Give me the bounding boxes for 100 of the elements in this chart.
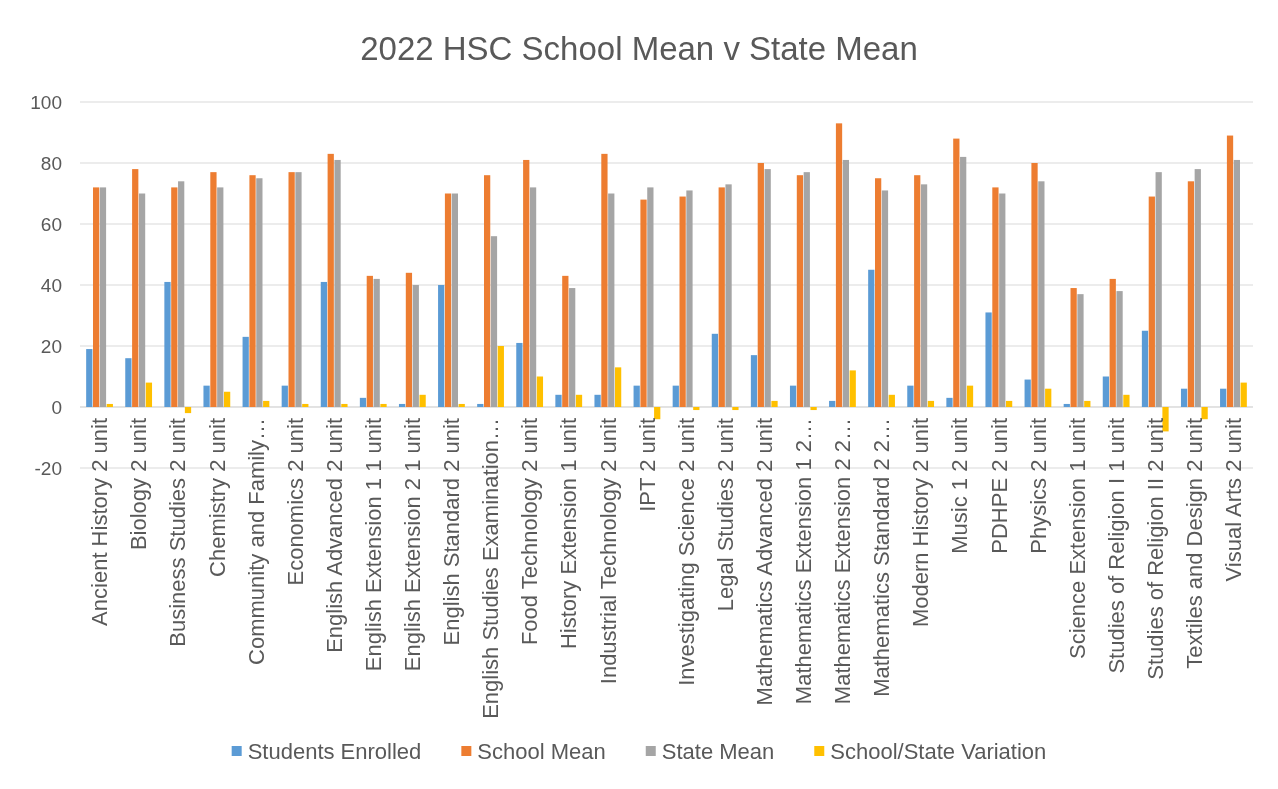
bar (249, 175, 256, 407)
bar (1123, 394, 1130, 407)
x-tick-label: Physics 2 unit (1025, 418, 1051, 554)
bar (1045, 388, 1052, 407)
bar (327, 153, 334, 407)
bar (444, 193, 452, 407)
bar (295, 172, 302, 407)
bar (86, 349, 93, 407)
bar (1063, 403, 1070, 407)
x-tick-label: History Extension 1 unit (556, 418, 582, 650)
x-tick-label: Mathematics Standard 2 2… (869, 418, 895, 697)
bar (1194, 169, 1201, 407)
y-tick-label: -20 (34, 457, 62, 479)
bar (210, 172, 217, 407)
bar (99, 187, 107, 407)
bar (803, 172, 810, 407)
bar (960, 156, 967, 407)
bar (555, 394, 562, 407)
x-tick-label: Textiles and Design 2 unit (1182, 418, 1208, 669)
bar (366, 275, 373, 407)
bar (992, 187, 999, 407)
bar (1102, 376, 1110, 407)
bar (178, 181, 185, 407)
bar (633, 385, 640, 407)
bar (868, 269, 875, 407)
bar (1031, 163, 1038, 407)
x-tick-label: Legal Studies 2 unit (712, 418, 738, 612)
bar (985, 312, 992, 407)
x-tick-label: Business Studies 2 unit (165, 418, 191, 647)
legend-label: State Mean (661, 738, 775, 764)
bar (438, 285, 445, 407)
bar (477, 403, 484, 407)
bar (679, 196, 686, 407)
bar (1005, 400, 1013, 407)
bar (1155, 172, 1162, 407)
bar (640, 199, 647, 407)
bar (1116, 291, 1123, 407)
x-tick-label: Biology 2 unit (126, 418, 152, 551)
bar (373, 278, 380, 407)
bar (171, 187, 178, 407)
bar (614, 367, 622, 407)
x-tick-label: Mathematics Extension 2 2… (830, 418, 856, 705)
chart-title: 2022 HSC School Mean v State Mean (360, 30, 918, 67)
bar (497, 346, 504, 407)
bar (263, 400, 270, 407)
bar (516, 342, 523, 407)
bar (757, 163, 764, 407)
x-tick-label: English Standard 2 unit (439, 418, 465, 646)
bar (601, 153, 608, 407)
x-tick-label: Mathematics Advanced 2 unit (751, 418, 777, 706)
x-tick-label: Mathematics Extension 1 2… (791, 418, 817, 705)
bar (1141, 330, 1149, 407)
bar (914, 175, 921, 407)
bar (875, 178, 882, 407)
y-tick-label: 100 (30, 91, 62, 113)
bar (796, 175, 804, 407)
bar (125, 358, 132, 407)
bar (359, 397, 367, 407)
bar (184, 407, 192, 414)
bar (1187, 181, 1195, 407)
bar (536, 376, 544, 407)
bar (138, 193, 146, 407)
bar (829, 400, 836, 407)
x-tick-label: Community and Family… (243, 418, 269, 665)
x-tick-label: Ancient History 2 unit (87, 418, 113, 626)
y-tick-label: 40 (40, 274, 62, 296)
bar (608, 193, 615, 407)
bar (93, 187, 100, 407)
bar (1162, 407, 1169, 432)
bar (999, 193, 1006, 407)
bar (725, 184, 732, 407)
bar (693, 407, 700, 411)
x-tick-label: English Studies Examination… (478, 418, 504, 719)
bar (217, 187, 224, 407)
bar (484, 175, 491, 407)
y-tick-label: 80 (40, 152, 62, 174)
bar (1226, 135, 1234, 407)
bar (686, 190, 693, 407)
y-tick-label: 60 (40, 213, 62, 235)
legend-label: School/State Variation (830, 738, 1047, 764)
bar (764, 169, 771, 407)
bar (927, 400, 935, 407)
bar (1220, 388, 1227, 407)
x-tick-label: English Extension 1 1 unit (360, 418, 386, 672)
bar (341, 403, 348, 407)
bar (953, 138, 960, 407)
bar (458, 403, 465, 407)
bar (1201, 407, 1208, 420)
bar (920, 184, 928, 407)
bar (1070, 288, 1077, 407)
x-tick-label: Studies of Religion I 1 unit (1103, 418, 1129, 674)
bar (164, 281, 171, 407)
bar (529, 187, 537, 407)
bar (881, 190, 889, 407)
bar (281, 385, 288, 407)
bar (1109, 278, 1116, 407)
bar (412, 285, 419, 407)
x-tick-label: IPT 2 unit (634, 418, 660, 512)
bar (451, 193, 458, 407)
bar (256, 178, 263, 407)
